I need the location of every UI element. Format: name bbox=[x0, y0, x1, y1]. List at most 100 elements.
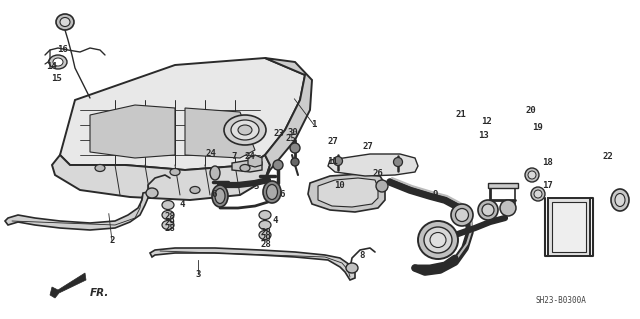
Ellipse shape bbox=[333, 157, 342, 166]
Polygon shape bbox=[318, 178, 378, 207]
Text: 1: 1 bbox=[311, 120, 316, 129]
Text: 24: 24 bbox=[206, 149, 216, 158]
Ellipse shape bbox=[95, 165, 105, 172]
Text: 27: 27 bbox=[328, 137, 338, 146]
Text: 8: 8 bbox=[359, 251, 364, 260]
Bar bbox=[488, 183, 518, 188]
Polygon shape bbox=[90, 105, 175, 158]
Ellipse shape bbox=[263, 181, 281, 203]
Ellipse shape bbox=[290, 143, 300, 153]
Ellipse shape bbox=[531, 187, 545, 201]
Ellipse shape bbox=[456, 209, 468, 221]
Ellipse shape bbox=[525, 168, 539, 182]
Ellipse shape bbox=[394, 158, 403, 167]
Ellipse shape bbox=[224, 115, 266, 145]
Ellipse shape bbox=[49, 55, 67, 69]
Text: 12: 12 bbox=[481, 117, 492, 126]
Text: 6: 6 bbox=[279, 190, 284, 199]
Polygon shape bbox=[50, 273, 86, 298]
Polygon shape bbox=[265, 58, 312, 180]
Polygon shape bbox=[60, 58, 305, 170]
Polygon shape bbox=[52, 155, 270, 200]
Ellipse shape bbox=[259, 211, 271, 219]
Bar bbox=[548, 198, 590, 256]
Text: 2: 2 bbox=[109, 236, 115, 245]
Polygon shape bbox=[5, 192, 148, 230]
Ellipse shape bbox=[534, 190, 542, 198]
Text: 26: 26 bbox=[372, 169, 383, 178]
Text: 4: 4 bbox=[180, 200, 185, 209]
Bar bbox=[552, 202, 586, 252]
Text: 9: 9 bbox=[433, 190, 438, 199]
Ellipse shape bbox=[210, 166, 220, 180]
Ellipse shape bbox=[170, 168, 180, 175]
Polygon shape bbox=[308, 174, 385, 212]
Text: 10: 10 bbox=[334, 181, 344, 189]
Ellipse shape bbox=[424, 227, 452, 253]
Ellipse shape bbox=[482, 204, 494, 216]
Text: 23: 23 bbox=[273, 130, 284, 138]
Ellipse shape bbox=[266, 184, 278, 199]
Ellipse shape bbox=[162, 211, 174, 219]
Ellipse shape bbox=[238, 125, 252, 135]
Text: 30: 30 bbox=[288, 128, 298, 137]
Text: 7: 7 bbox=[231, 152, 236, 161]
Ellipse shape bbox=[53, 58, 63, 66]
Text: 28: 28 bbox=[164, 212, 175, 221]
Text: 27: 27 bbox=[363, 142, 373, 151]
Ellipse shape bbox=[291, 158, 299, 166]
Ellipse shape bbox=[478, 200, 498, 220]
Ellipse shape bbox=[60, 18, 70, 26]
Text: 4: 4 bbox=[273, 216, 278, 225]
Text: FR.: FR. bbox=[90, 288, 109, 298]
Ellipse shape bbox=[215, 189, 225, 204]
Polygon shape bbox=[232, 160, 262, 172]
Ellipse shape bbox=[430, 233, 446, 248]
Ellipse shape bbox=[240, 165, 250, 172]
Polygon shape bbox=[185, 108, 255, 158]
Ellipse shape bbox=[56, 14, 74, 30]
Text: SH23-B0300A: SH23-B0300A bbox=[535, 296, 586, 305]
Text: 25: 25 bbox=[286, 134, 296, 143]
Ellipse shape bbox=[611, 189, 629, 211]
Text: 13: 13 bbox=[478, 131, 488, 140]
Text: 22: 22 bbox=[603, 152, 613, 161]
Text: 15: 15 bbox=[51, 74, 61, 83]
Text: 18: 18 bbox=[542, 158, 552, 167]
Ellipse shape bbox=[162, 201, 174, 210]
Text: 21: 21 bbox=[456, 110, 466, 119]
Text: 28: 28 bbox=[164, 224, 175, 233]
Polygon shape bbox=[328, 154, 418, 176]
Text: 29: 29 bbox=[164, 218, 175, 227]
Ellipse shape bbox=[418, 221, 458, 259]
Ellipse shape bbox=[259, 231, 271, 240]
Ellipse shape bbox=[146, 188, 158, 198]
Polygon shape bbox=[150, 248, 355, 280]
Text: 19: 19 bbox=[532, 123, 543, 132]
Text: 14: 14 bbox=[46, 63, 56, 71]
Ellipse shape bbox=[212, 185, 228, 207]
Ellipse shape bbox=[376, 180, 388, 192]
Text: 17: 17 bbox=[542, 181, 552, 189]
Ellipse shape bbox=[451, 204, 473, 226]
Text: 29: 29 bbox=[260, 234, 271, 243]
Text: 11: 11 bbox=[328, 157, 338, 166]
Ellipse shape bbox=[346, 263, 358, 273]
Text: 5: 5 bbox=[253, 182, 259, 191]
Text: 24: 24 bbox=[244, 152, 255, 161]
Ellipse shape bbox=[231, 120, 259, 140]
Text: 3: 3 bbox=[196, 270, 201, 279]
Polygon shape bbox=[248, 155, 262, 167]
Ellipse shape bbox=[500, 200, 516, 216]
Text: 6: 6 bbox=[212, 190, 217, 199]
Ellipse shape bbox=[528, 171, 536, 179]
Ellipse shape bbox=[273, 160, 283, 170]
Ellipse shape bbox=[615, 194, 625, 206]
Ellipse shape bbox=[162, 220, 174, 229]
Ellipse shape bbox=[259, 220, 271, 229]
Text: 20: 20 bbox=[526, 106, 536, 115]
Text: 16: 16 bbox=[58, 45, 68, 54]
Ellipse shape bbox=[190, 187, 200, 194]
Text: 28: 28 bbox=[260, 240, 271, 249]
Text: 28: 28 bbox=[260, 228, 271, 237]
